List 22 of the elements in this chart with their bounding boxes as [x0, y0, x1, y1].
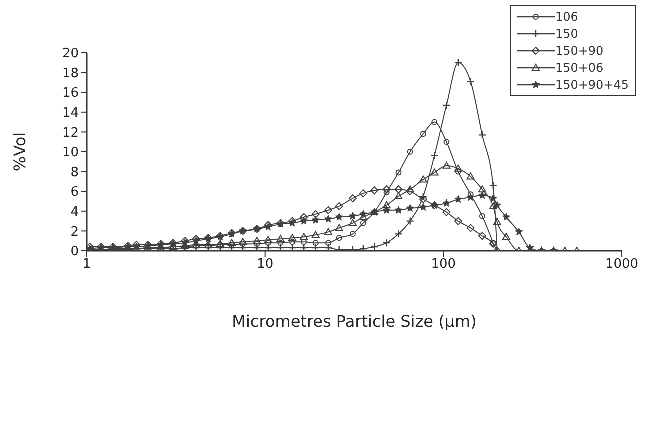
x-tick-label: 10 — [257, 257, 274, 272]
y-tick-label: 10 — [62, 146, 79, 161]
y-axis-title: %Vol — [10, 132, 30, 172]
legend-label: 150 — [555, 26, 578, 40]
y-tick-label: 14 — [62, 106, 79, 122]
x-tick-label: 1000 — [605, 257, 639, 272]
x-tick-label: 100 — [431, 257, 456, 272]
legend-label: 150+90+45 — [555, 78, 629, 92]
y-tick-label: 2 — [70, 224, 79, 240]
x-tick-label: 1 — [82, 257, 92, 272]
y-tick-label: 12 — [62, 126, 79, 141]
y-tick-label: 16 — [62, 86, 79, 102]
y-tick-label: 18 — [62, 66, 79, 82]
legend-label: 150+90 — [555, 44, 604, 58]
y-tick-label: 0 — [70, 244, 79, 260]
y-tick-label: 20 — [62, 46, 79, 62]
legend-label: 106 — [555, 10, 578, 24]
y-tick-label: 8 — [70, 165, 79, 180]
y-tick-label: 6 — [70, 185, 79, 200]
legend-label: 150+06 — [555, 60, 604, 74]
x-axis-title: Micrometres Particle Size (µm) — [232, 312, 477, 331]
y-tick-label: 4 — [70, 205, 79, 220]
